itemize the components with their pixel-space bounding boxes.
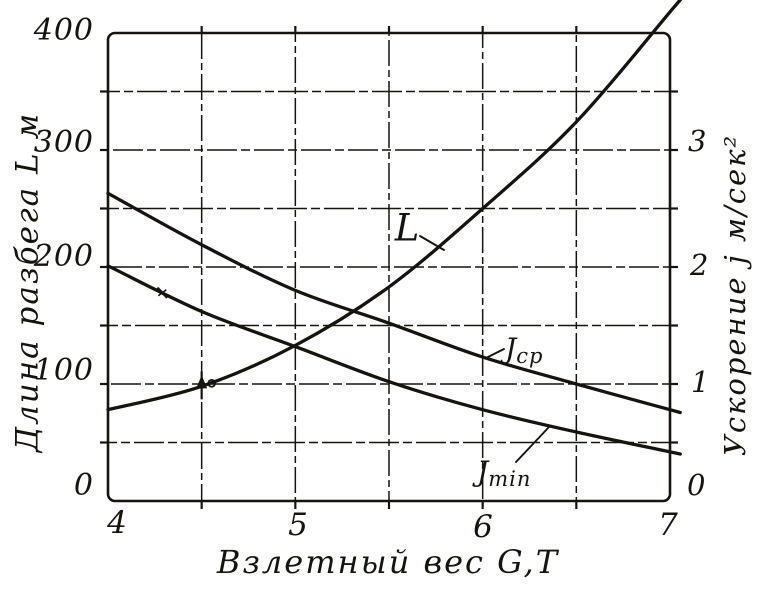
curve-label-jcp: Jср xyxy=(505,332,543,367)
y-right-tick-1: 1 xyxy=(691,365,710,399)
l-label-pointer-line xyxy=(419,235,445,251)
x-tick-5: 5 xyxy=(288,507,308,543)
curve-label-jcp-sub: ср xyxy=(516,344,544,368)
grid-layer xyxy=(108,33,670,501)
jcp-label-pointer-line xyxy=(485,348,505,359)
y-right-axis-title: Ускорение j м/сек² xyxy=(717,133,752,457)
curve-label-jmin: Jmin xyxy=(477,455,531,490)
y-left-tick-300: 300 xyxy=(33,125,94,160)
x-tick-4: 4 xyxy=(107,505,127,541)
y-left-tick-200: 200 xyxy=(33,239,94,274)
marker-arrow-dot xyxy=(196,371,216,400)
x-axis-title: Взлетный вес G,Т xyxy=(216,543,560,582)
curve-label-L: L xyxy=(394,206,420,250)
curve-label-jmin-main: J xyxy=(477,455,489,488)
curve-markers-layer xyxy=(156,286,216,400)
curves-layer xyxy=(106,0,683,456)
tick-marks-layer xyxy=(100,26,678,509)
y-left-tick-0: 0 xyxy=(73,468,94,503)
y-right-tick-3: 3 xyxy=(688,124,707,158)
jmin-label-pointer-line xyxy=(515,426,550,463)
marker-cross-tick xyxy=(156,286,169,299)
y-left-tick-100: 100 xyxy=(33,353,94,388)
marker-small-circle xyxy=(207,379,216,388)
marker-arrow-head xyxy=(196,375,208,389)
x-tick-6: 6 xyxy=(473,509,493,545)
x-tick-7: 7 xyxy=(658,507,678,543)
y-left-tick-400: 400 xyxy=(33,13,94,48)
y-right-tick-0: 0 xyxy=(687,468,706,502)
label-pointers xyxy=(419,235,550,463)
y-left-axis-title: Длина разбега L м xyxy=(9,111,46,453)
curve-label-jcp-main: J xyxy=(505,332,517,365)
curve-label-jmin-sub: min xyxy=(488,467,532,491)
curve-Jср xyxy=(106,191,682,415)
curve-Jmin xyxy=(106,264,682,456)
curve-L xyxy=(106,0,683,412)
y-right-tick-2: 2 xyxy=(690,248,709,282)
marker-cross-b xyxy=(157,289,167,297)
